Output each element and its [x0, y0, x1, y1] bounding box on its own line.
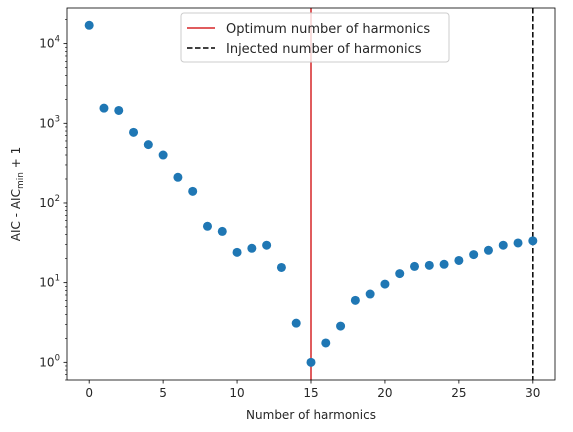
data-point — [232, 247, 242, 257]
legend-entry-injected: Injected number of harmonics — [226, 42, 422, 57]
data-point — [158, 150, 168, 160]
data-point — [188, 186, 198, 196]
data-point — [306, 357, 316, 367]
x-tick-label: 10 — [229, 386, 244, 400]
x-tick-label: 30 — [525, 386, 540, 400]
x-tick-label: 25 — [451, 386, 466, 400]
data-point — [276, 262, 286, 272]
y-axis-label: AIC - AICmin + 1 — [9, 147, 26, 242]
y-tick-label: 100 — [39, 353, 60, 369]
data-point — [129, 127, 139, 137]
data-point — [350, 295, 360, 305]
x-axis-ticks: 0 5 10 15 20 25 30 — [85, 380, 540, 400]
x-tick-label: 5 — [159, 386, 167, 400]
data-point — [114, 105, 124, 115]
data-point — [528, 236, 538, 246]
y-tick-label: 101 — [39, 274, 60, 290]
x-tick-label: 15 — [303, 386, 318, 400]
legend: Optimum number of harmonics Injected num… — [180, 12, 450, 63]
data-point — [99, 103, 109, 113]
data-point — [454, 255, 464, 265]
x-tick-label: 0 — [85, 386, 93, 400]
data-point — [469, 250, 479, 260]
data-point — [336, 321, 346, 331]
data-point — [143, 140, 153, 150]
data-point — [202, 221, 212, 231]
data-point — [365, 289, 375, 299]
data-point — [424, 260, 434, 270]
data-point — [291, 318, 301, 328]
data-point — [498, 240, 508, 250]
data-point — [483, 245, 493, 255]
y-axis-label-subscript: min — [16, 172, 26, 189]
y-tick-label: 103 — [39, 114, 60, 130]
x-axis-label: Number of harmonics — [246, 408, 376, 422]
data-point — [380, 279, 390, 289]
y-tick-label: 104 — [39, 35, 60, 51]
reference-lines — [310, 8, 534, 380]
x-tick-label: 20 — [377, 386, 392, 400]
legend-entry-optimum: Optimum number of harmonics — [226, 22, 430, 37]
data-points — [84, 20, 538, 367]
y-tick-label: 102 — [39, 194, 60, 210]
data-point — [321, 338, 331, 348]
data-point — [410, 261, 420, 271]
data-point — [513, 238, 523, 248]
data-point — [247, 243, 257, 253]
legend-box — [180, 12, 450, 63]
data-point — [262, 240, 272, 250]
data-point — [173, 172, 183, 182]
data-point — [84, 20, 94, 30]
data-point — [395, 269, 405, 279]
data-point — [217, 226, 227, 236]
y-axis-ticks: 100 101 102 103 104 — [39, 19, 67, 381]
data-point — [439, 259, 449, 269]
